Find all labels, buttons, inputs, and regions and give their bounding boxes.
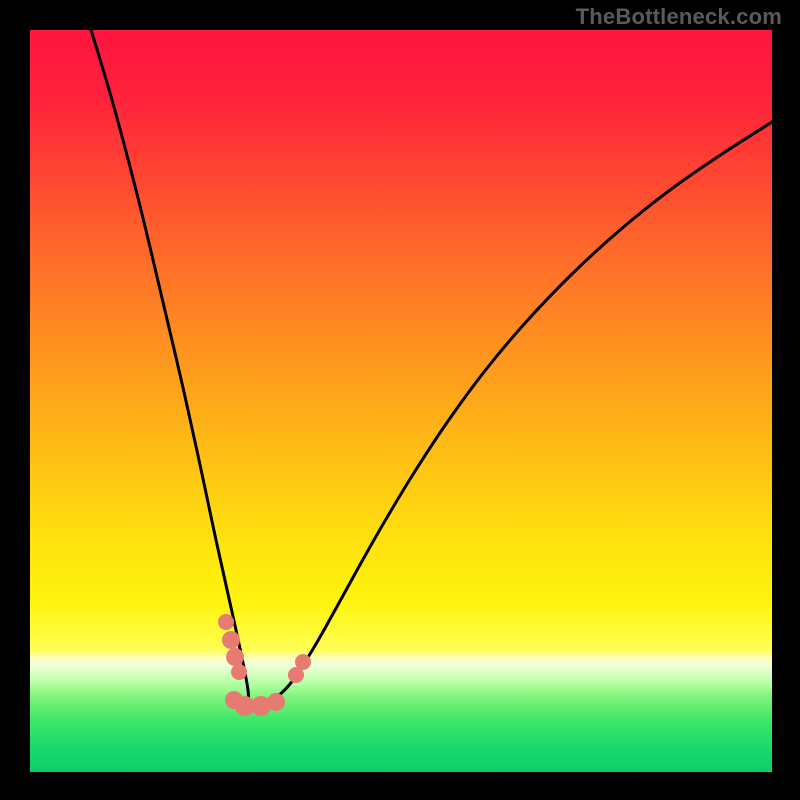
data-marker — [267, 693, 285, 711]
data-marker — [226, 648, 244, 666]
data-marker — [222, 631, 240, 649]
bottleneck-chart-svg — [30, 30, 772, 772]
data-marker — [231, 664, 247, 680]
chart-background — [30, 30, 772, 772]
data-marker — [218, 614, 234, 630]
watermark-text: TheBottleneck.com — [576, 4, 782, 30]
chart-frame: TheBottleneck.com — [0, 0, 800, 800]
plot-area — [30, 30, 772, 772]
data-marker — [295, 654, 311, 670]
